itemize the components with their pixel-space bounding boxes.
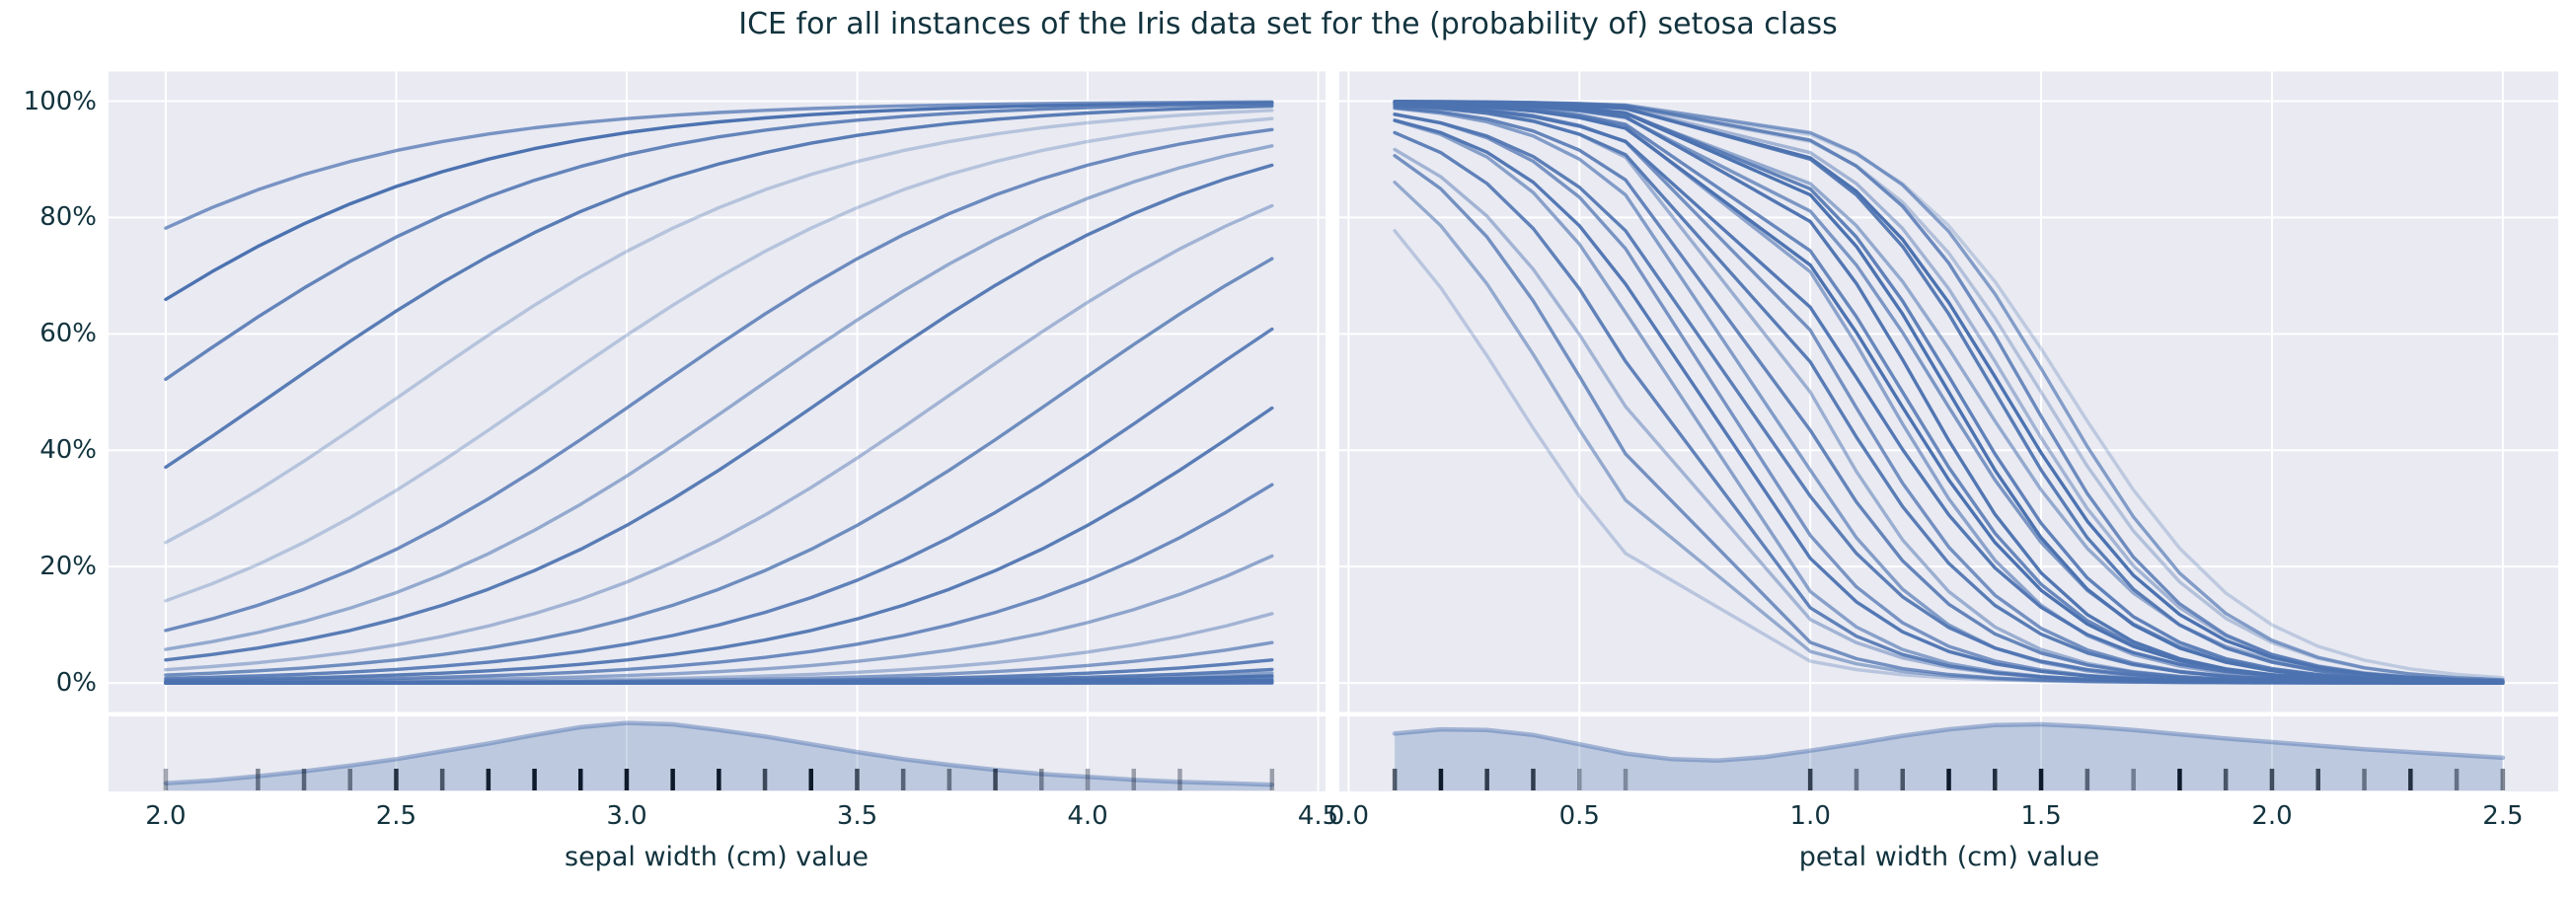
rug-tick — [855, 769, 860, 790]
ice-curve — [164, 257, 1274, 677]
x-tick-label: 3.5 — [836, 801, 878, 831]
rug-tick — [947, 769, 952, 790]
ice-curve — [164, 406, 1274, 683]
rug-tick — [1269, 769, 1275, 790]
rug-tick — [1854, 769, 1859, 790]
x-tick-label: 1.0 — [1789, 801, 1831, 831]
x-tick-label: 0.0 — [1327, 801, 1370, 831]
rug-tick — [1623, 769, 1629, 790]
rug-tick — [439, 769, 445, 790]
rug-tick — [163, 769, 169, 790]
rug-tick — [578, 769, 583, 790]
rug-tick — [1946, 769, 1951, 790]
rug-tick — [256, 769, 261, 790]
rug-tick — [1807, 769, 1813, 790]
rug-tick — [717, 769, 721, 790]
rug-tick — [670, 769, 675, 790]
y-tick-label: 60% — [39, 319, 97, 349]
rug-tick — [532, 769, 537, 790]
kde-curve — [163, 720, 1275, 787]
rug-ticks — [1392, 769, 2506, 790]
ice-curve — [1393, 100, 2505, 682]
figure-title: ICE for all instances of the Iris data s… — [738, 7, 1838, 41]
rug-tick — [347, 769, 352, 790]
rug-tick — [1993, 769, 1998, 790]
ice-curve — [1393, 101, 2505, 685]
ice-curve — [164, 116, 1274, 603]
rug-tick — [1577, 769, 1582, 790]
ice-curve — [164, 203, 1274, 672]
x-tick-label: 3.0 — [606, 801, 647, 831]
y-tick-label: 20% — [39, 552, 97, 582]
rug-tick — [1131, 769, 1136, 790]
panel-ice-sepal-width — [109, 71, 1326, 791]
y-tick-label: 100% — [23, 86, 97, 116]
x-tick-label: 4.5 — [1297, 801, 1339, 831]
rug-tick — [1900, 769, 1905, 790]
rug-tick — [1392, 769, 1398, 790]
ice-curve — [164, 144, 1274, 651]
ice-curve — [164, 163, 1274, 662]
rug-tick — [2269, 769, 2275, 790]
x-tick-label: 1.5 — [2020, 801, 2062, 831]
rug-tick — [2131, 769, 2136, 790]
rug-tick — [486, 769, 492, 790]
rug-tick — [2315, 769, 2320, 790]
ice-curve — [1393, 100, 2505, 683]
ice-curve — [164, 127, 1274, 633]
x-tick-label: 2.0 — [2251, 801, 2293, 831]
main-axes-background — [109, 71, 1326, 712]
rug-tick — [1531, 769, 1536, 790]
ice-curve — [1393, 100, 2505, 684]
y-tick-label: 0% — [55, 668, 97, 699]
rug-tick — [808, 769, 813, 790]
rug-tick — [993, 769, 998, 790]
ice-curve — [164, 104, 1274, 470]
rug-tick — [624, 769, 630, 790]
rug-tick — [1438, 769, 1444, 790]
x-axis-label-sepal-width: sepal width (cm) value — [565, 842, 869, 872]
ice-curve — [164, 109, 1274, 545]
x-tick-label: 0.5 — [1558, 801, 1600, 831]
x-tick-label: 2.5 — [375, 801, 417, 831]
panel-ice-petal-width — [1339, 71, 2558, 791]
ice-curve — [164, 327, 1274, 681]
gridlines — [109, 71, 1326, 791]
rug-tick — [2362, 769, 2367, 790]
rug-tick — [2408, 769, 2413, 790]
y-tick-label: 40% — [39, 435, 97, 466]
rug-tick — [2038, 769, 2044, 790]
rug-tick — [301, 769, 307, 790]
ice-curves — [1393, 100, 2505, 685]
rug-tick — [2500, 769, 2506, 790]
rug-ticks — [163, 769, 1275, 790]
x-tick-label: 4.0 — [1067, 801, 1108, 831]
rug-tick — [1484, 769, 1489, 790]
rug-tick — [2084, 769, 2090, 790]
rug-tick — [2223, 769, 2229, 790]
rug-tick — [1085, 769, 1091, 790]
x-tick-label: 2.0 — [145, 801, 187, 831]
x-tick-label: 2.5 — [2482, 801, 2524, 831]
y-tick-label: 80% — [39, 202, 97, 233]
rug-tick — [2177, 769, 2182, 790]
rug-tick — [1177, 769, 1182, 790]
rug-tick — [2454, 769, 2460, 790]
rug-tick — [900, 769, 906, 790]
ice-curve — [164, 101, 1274, 302]
ice-curves — [164, 100, 1274, 685]
ice-curve — [164, 102, 1274, 381]
x-axis-label-petal-width: petal width (cm) value — [1798, 842, 2100, 872]
kde-curve — [1392, 721, 2506, 764]
rug-tick — [762, 769, 768, 790]
rug-tick — [1039, 769, 1044, 790]
rug-tick — [394, 769, 399, 790]
